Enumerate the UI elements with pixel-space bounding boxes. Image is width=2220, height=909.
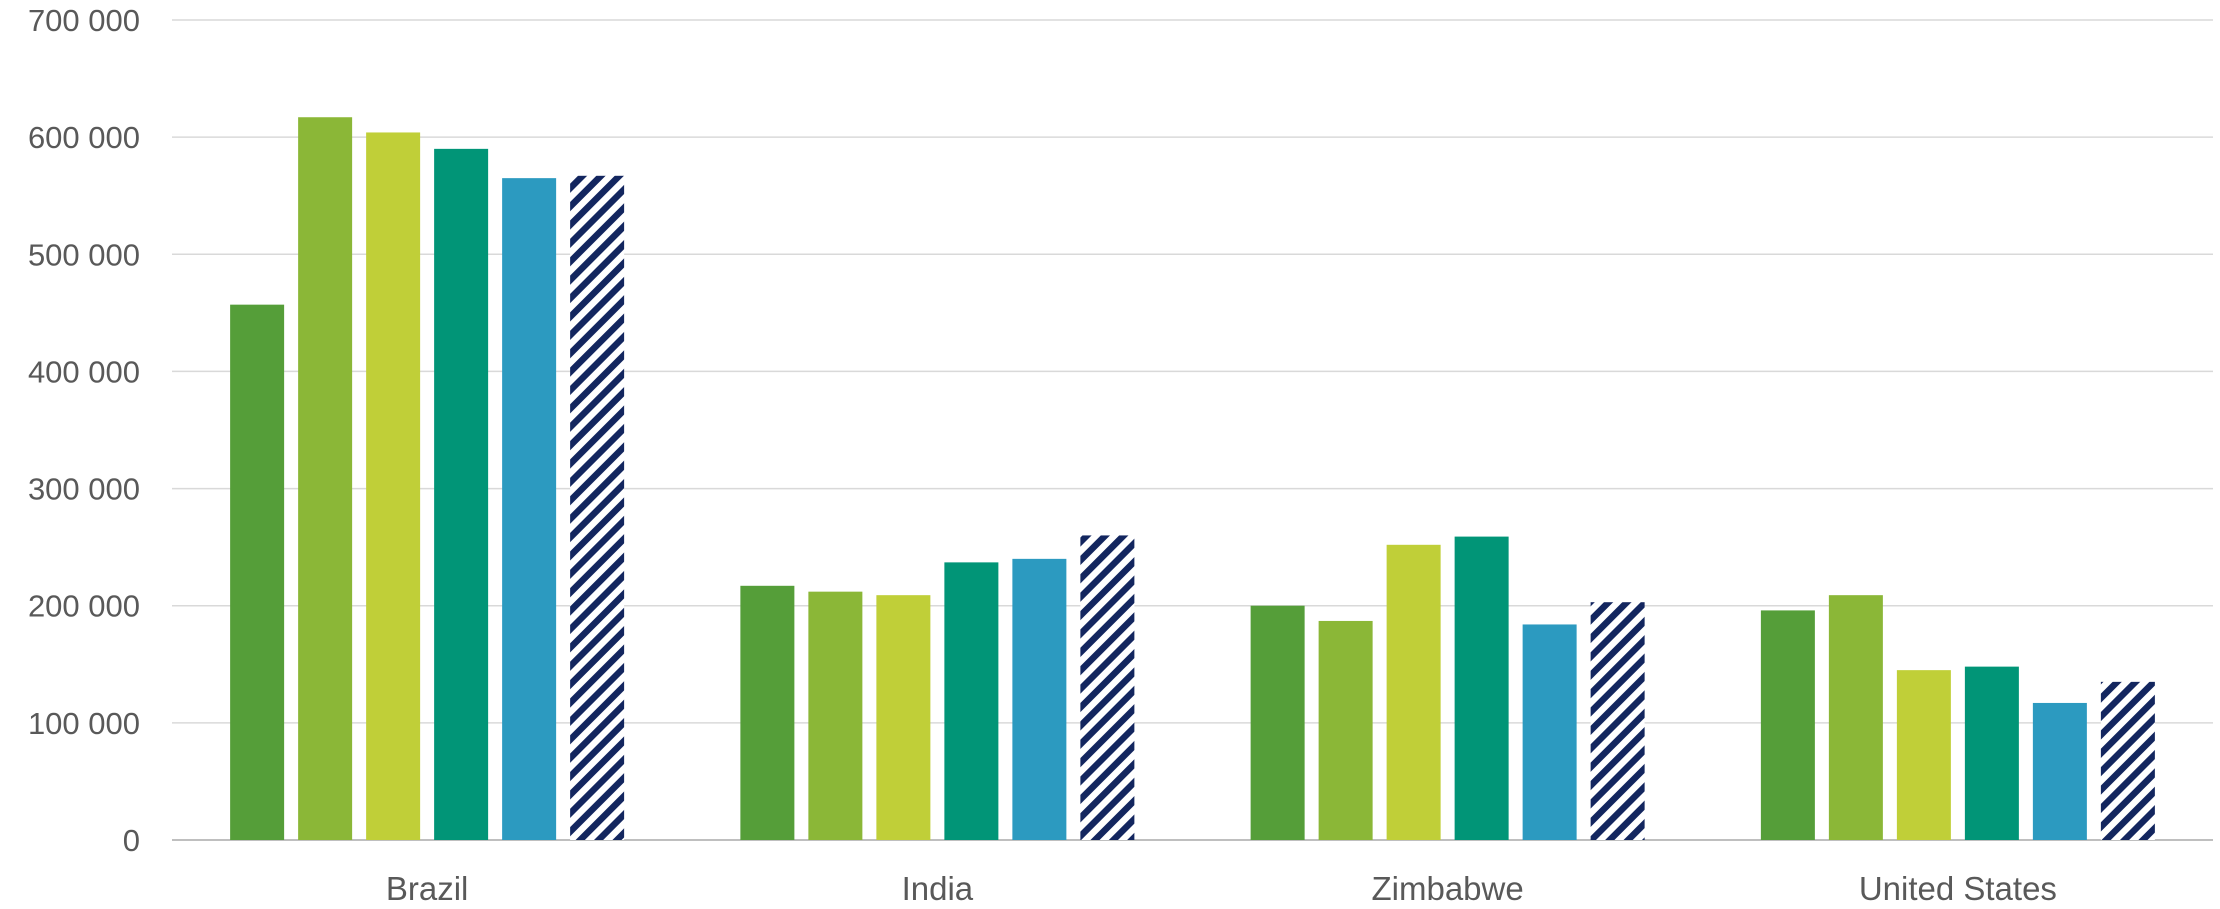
bar-zimbabwe-series-4 [1454,536,1509,840]
bar-zimbabwe-series-5 [1522,624,1577,840]
bar-india-series-5 [1012,558,1067,840]
y-tick-label: 200 000 [28,589,140,624]
bars [230,117,2155,841]
x-axis-ticks: Brazil India Zimbabwe United States [386,870,2057,907]
bar-united-states-series-5 [2032,702,2087,840]
bar-zimbabwe-series-1 [1250,605,1305,840]
bar-united-states-series-2 [1828,595,1883,840]
y-tick-label: 100 000 [28,706,140,741]
bar-india-series-4 [944,562,999,840]
bar-united-states-series-1 [1760,610,1815,840]
bar-brazil-series-2 [298,117,353,840]
bar-united-states-series-4 [1964,666,2019,840]
y-tick-label: 600 000 [28,120,140,155]
y-tick-label: 700 000 [28,3,140,38]
x-tick-label: United States [1859,870,2057,907]
bar-zimbabwe-series-3 [1386,544,1441,840]
y-tick-label: 0 [123,823,140,858]
bar-united-states-series-3 [1896,670,1951,840]
bar-india-series-3 [876,595,931,840]
y-tick-label: 500 000 [28,237,140,272]
bar-india-series-2 [808,591,863,840]
bar-india-series-6 [1080,535,1135,840]
bar-zimbabwe-series-2 [1318,620,1373,840]
x-tick-label: Brazil [386,870,469,907]
bar-brazil-series-3 [366,132,421,840]
bar-brazil-series-1 [230,304,285,841]
bar-zimbabwe-series-6 [1590,602,1645,840]
bar-brazil-series-5 [502,178,557,841]
y-axis-ticks: 0 100 000 200 000 300 000 400 000 500 000 600 … [28,3,140,858]
x-tick-label: India [902,870,974,907]
bar-united-states-series-6 [2100,681,2155,840]
bar-brazil-series-6 [570,175,625,841]
x-tick-label: Zimbabwe [1372,870,1524,907]
y-tick-label: 300 000 [28,472,140,507]
y-tick-label: 400 000 [28,354,140,389]
bar-india-series-1 [740,585,795,840]
bar-brazil-series-4 [434,148,489,840]
